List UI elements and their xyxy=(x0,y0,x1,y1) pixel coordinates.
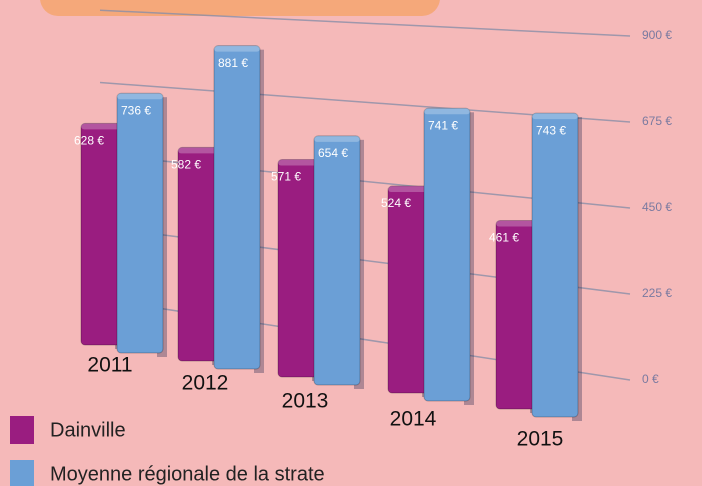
grid-line xyxy=(99,9,631,37)
value-label: 524 € xyxy=(381,196,411,210)
value-label: 582 € xyxy=(171,158,201,172)
bar xyxy=(80,122,122,346)
y-tick-label: 900 € xyxy=(642,28,672,42)
x-tick-label: 2012 xyxy=(182,372,229,395)
bar-top xyxy=(314,135,360,142)
bar xyxy=(313,135,361,386)
bar xyxy=(495,219,537,410)
value-label: 741 € xyxy=(428,118,458,132)
bar xyxy=(177,146,219,362)
value-label: 736 € xyxy=(121,103,151,117)
value-label: 881 € xyxy=(218,56,248,70)
header-shape xyxy=(40,0,440,16)
bar xyxy=(277,158,319,378)
bar-top xyxy=(388,186,428,193)
y-tick-label: 225 € xyxy=(642,286,672,300)
value-label: 743 € xyxy=(536,123,566,137)
bar-top xyxy=(117,93,163,100)
bar xyxy=(116,92,164,354)
x-tick-label: 2011 xyxy=(87,354,132,377)
bar xyxy=(387,185,429,394)
value-label: 628 € xyxy=(74,133,104,147)
legend-label: Moyenne régionale de la strate xyxy=(50,463,325,485)
bar-top xyxy=(496,220,536,227)
bar-top xyxy=(532,113,578,120)
y-tick-label: 0 € xyxy=(642,372,659,386)
bar-top xyxy=(278,159,318,166)
x-tick-label: 2015 xyxy=(517,428,564,451)
x-tick-label: 2014 xyxy=(390,408,437,431)
bar-top xyxy=(81,123,121,130)
value-label: 571 € xyxy=(271,170,301,184)
bar xyxy=(423,107,471,402)
bar-top xyxy=(214,45,260,52)
y-tick-label: 450 € xyxy=(642,200,672,214)
value-label: 654 € xyxy=(318,146,348,160)
legend-label: Dainville xyxy=(50,419,126,441)
legend-swatch xyxy=(10,416,34,444)
bar xyxy=(213,45,261,370)
value-label: 461 € xyxy=(489,231,519,245)
bar-top xyxy=(178,147,218,154)
bar-top xyxy=(424,108,470,115)
legend-swatch xyxy=(10,460,34,486)
x-tick-label: 2013 xyxy=(282,390,329,413)
bar xyxy=(531,112,579,418)
y-tick-label: 675 € xyxy=(642,114,672,128)
